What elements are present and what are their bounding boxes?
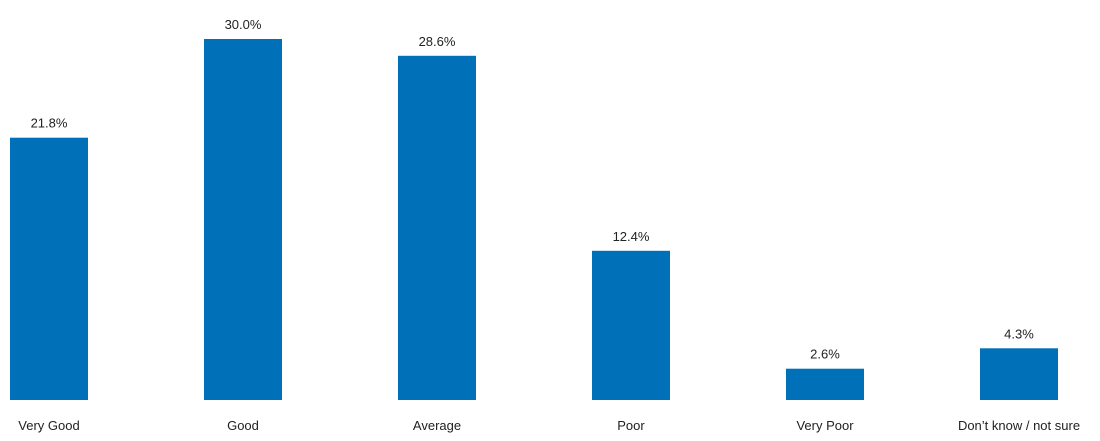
bar-4: [786, 368, 864, 400]
bar-value-label-2: 28.6%: [419, 34, 456, 49]
value-labels-layer: 21.8% 30.0% 28.6% 12.4% 2.6% 4.3%: [31, 17, 1035, 362]
category-label-5: Don’t know / not sure: [958, 418, 1080, 433]
bar-3: [592, 250, 670, 400]
category-label-0: Very Good: [18, 418, 79, 433]
bars-layer: [10, 39, 1058, 401]
bar-value-label-4: 2.6%: [810, 347, 840, 362]
bar-1: [204, 39, 282, 400]
bar-2: [398, 55, 476, 401]
bar-0: [10, 137, 88, 400]
category-label-4: Very Poor: [796, 418, 854, 433]
bar-value-label-3: 12.4%: [613, 229, 650, 244]
bar-value-label-0: 21.8%: [31, 116, 68, 131]
category-label-1: Good: [227, 418, 259, 433]
bar-value-label-1: 30.0%: [225, 17, 262, 32]
category-label-2: Average: [413, 418, 461, 433]
bar-value-label-5: 4.3%: [1004, 326, 1034, 341]
bar-5: [980, 348, 1058, 400]
category-labels-layer: Very Good Good Average Poor Very Poor Don’t k…: [18, 418, 1080, 433]
category-label-3: Poor: [617, 418, 645, 433]
